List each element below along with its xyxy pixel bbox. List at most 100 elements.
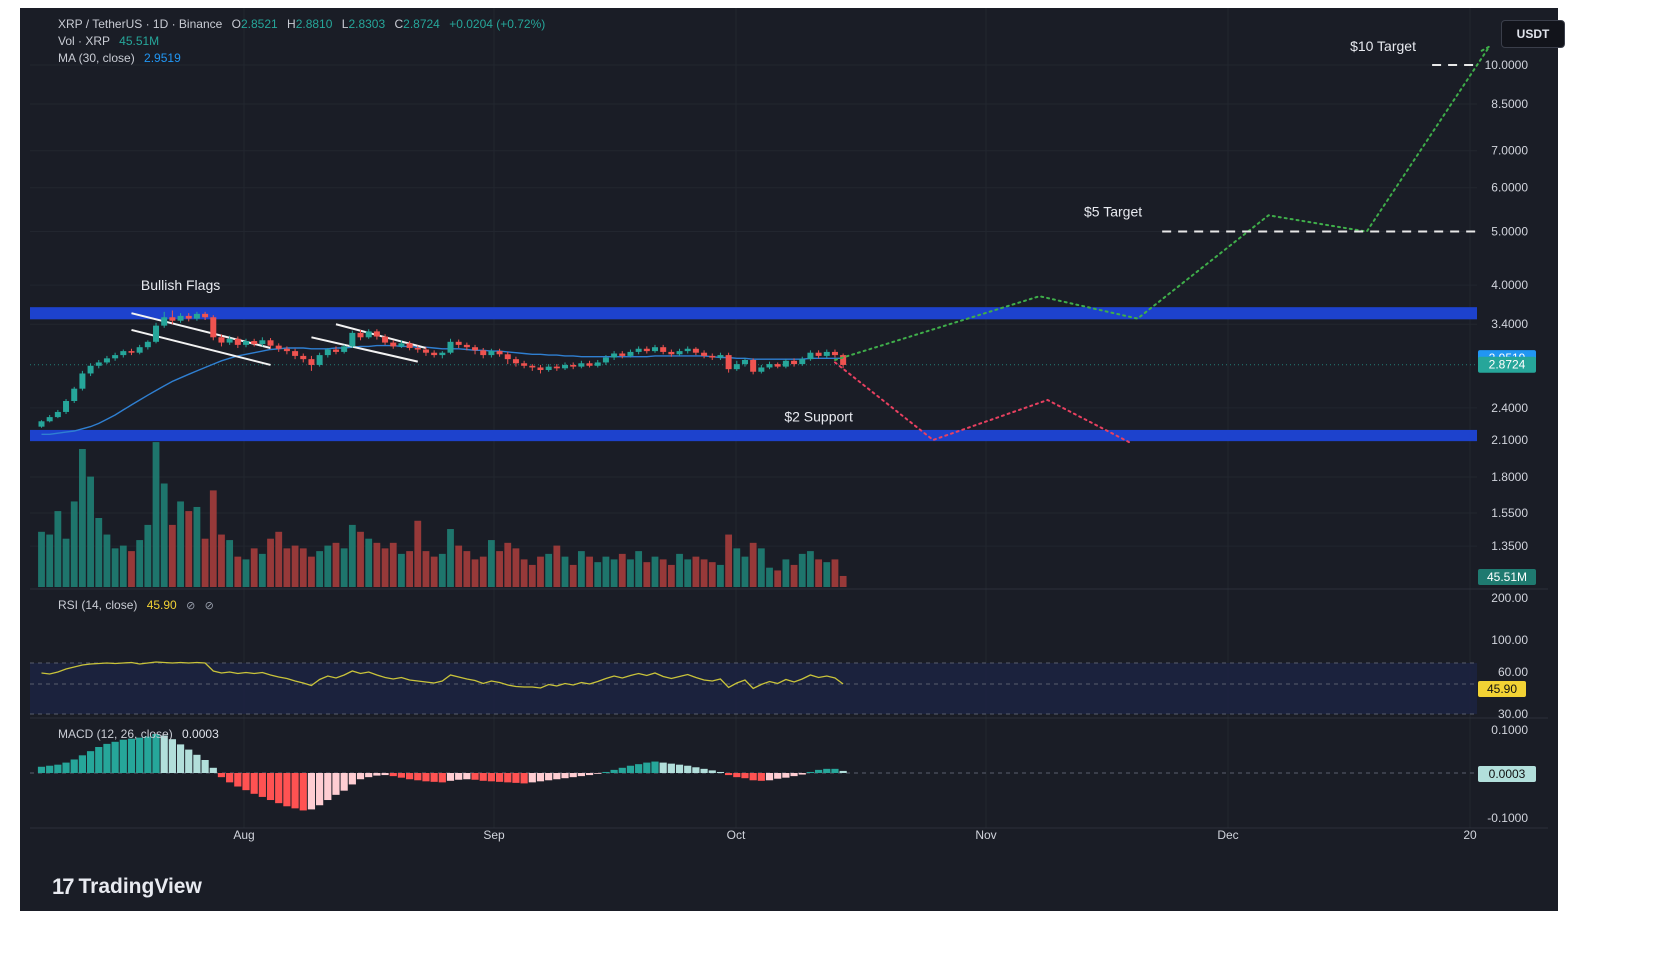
rsi-pane [30,661,1477,715]
candle-body [512,359,519,364]
ma-value: 2.9519 [144,51,181,65]
candle-body [692,348,699,353]
candle-body [422,349,429,353]
candle-body [627,351,634,356]
macd-histogram-bar [708,770,716,773]
candle-body [521,363,528,366]
candle-body [324,349,331,356]
candle-body [831,351,838,356]
candle-body [840,355,847,365]
macd-histogram-bar [307,773,316,810]
candle-body [504,354,511,360]
volume-bar [365,538,373,587]
candle-body [95,362,102,366]
volume-bar [62,538,70,587]
macd-histogram-bar [602,771,610,773]
macd-histogram-bar [675,764,684,773]
candle-body [660,347,667,352]
target-lines [1162,64,1477,233]
volume-bar [193,506,201,587]
volume-bar [553,545,561,587]
macd-histogram-bar [757,773,765,781]
candle-body [611,353,618,358]
macd-histogram-bar [291,773,299,809]
candle-body [308,359,315,365]
candle-body [161,317,168,326]
volume-bar [594,562,602,587]
macd-histogram-bar [823,768,831,773]
candle-body [193,313,200,319]
macd-histogram-bar [176,744,185,773]
macd-histogram-bar [414,773,422,781]
time-tick-label: Nov [975,828,996,842]
price-tick-label: 6.0000 [1491,181,1528,195]
volume-bar [218,534,225,587]
macd-histogram-bar [316,773,324,806]
candle-body [455,341,462,345]
volume-bar [471,559,479,587]
hide-icon[interactable]: ⊘ [186,600,196,612]
candle-body [46,417,53,422]
price-tick-label: 2.4000 [1491,401,1528,415]
macd-histogram-bar [283,773,291,807]
volume-bar [201,538,209,587]
settings-icon[interactable]: ⊘ [204,600,214,612]
volume-bar [488,540,495,587]
volume-bar [234,556,242,587]
volume-bar [512,548,520,587]
candle-body [594,362,601,366]
candle-body [177,315,184,321]
price-axis: 10.0000 8.5000 7.0000 6.0000 5.0000 4.0000 3.4… [1478,58,1536,825]
rsi-tick-label: 100.00 [1491,633,1528,647]
candle-body [398,343,405,347]
candle-body [815,352,822,356]
volume-bar [152,442,160,587]
macd-histogram-bar [610,769,618,773]
candle-body [537,367,544,371]
macd-histogram-bar [356,773,365,780]
time-tick-label: 20 [1463,828,1477,842]
tradingview-logo[interactable]: 17 TradingView [52,874,202,900]
candle-body [382,336,389,343]
macd-histogram-bar [95,747,103,773]
candle-body [275,345,282,349]
candle-body [87,365,94,374]
macd-histogram-bar [635,764,643,773]
macd-histogram-bar [733,773,741,778]
macd-histogram-bar [536,773,545,782]
macd-histogram-bar [136,737,144,773]
candle-body [439,352,446,356]
volume-bar [545,553,553,587]
time-tick-label: Sep [483,828,505,842]
macd-histogram-bar [463,773,471,780]
volume-bar [823,562,831,587]
candle-body [283,348,290,352]
volume-bar [136,540,144,587]
candle-body [103,358,110,363]
volume-bar [504,542,512,587]
candle-body [243,341,249,345]
macd-histogram-bar [839,770,847,773]
macd-histogram-bar [234,773,242,787]
volume-bar [103,534,111,587]
volume-bar [741,556,749,587]
currency-button[interactable]: USDT [1501,20,1565,48]
macd-tick-label: -0.1000 [1487,811,1528,825]
volume-bar [430,556,438,587]
rsi-legend: RSI (14, close) 45.90 ⊘ ⊘ [58,598,214,612]
candle-body [79,373,86,389]
chart-canvas[interactable]: Bullish Flags $2 Support $5 Target $10 Targ… [20,8,1558,911]
volume-bar [676,553,683,587]
candle-body [259,340,266,345]
symbol-title: XRP / TetherUS · 1D · Binance [58,17,223,31]
candle-body [332,349,339,352]
volume-bar [128,551,135,587]
macd-histogram-bar [815,769,823,773]
volume-bar [95,518,103,587]
candle-body [210,317,217,338]
candle-body [472,347,479,351]
rsi-label-box [1478,681,1526,697]
volume-bar [226,540,234,587]
macd-histogram-bar [545,773,553,781]
annotation-label: $2 Support [784,408,853,424]
